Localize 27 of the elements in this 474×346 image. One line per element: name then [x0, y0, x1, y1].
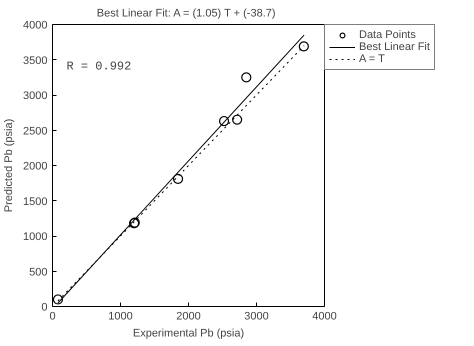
- y-tick-label: 1000: [23, 231, 48, 243]
- y-tick-label: 500: [29, 266, 48, 278]
- legend-label: Best Linear Fit: [359, 41, 430, 53]
- y-axis-title: Predicted Pb (psia): [3, 118, 16, 212]
- x-axis-title: Experimental Pb (psia): [132, 328, 244, 340]
- y-tick-label: 0: [41, 302, 48, 314]
- point: [218, 116, 230, 126]
- x-tick-label: 3000: [244, 310, 269, 322]
- legend-label: Data Points: [359, 29, 416, 41]
- legend-label: A = T: [359, 53, 385, 65]
- y-tick-label: 3000: [23, 90, 48, 102]
- y-tick-label: 3500: [23, 54, 48, 67]
- point: [298, 41, 309, 52]
- x-tick-label: 2000: [176, 310, 201, 322]
- y-tick-label: 2500: [23, 125, 48, 138]
- x-tick-label: 0: [49, 310, 56, 322]
- y-tick-label: 2000: [23, 160, 48, 172]
- annotation: R = 0.992: [66, 60, 132, 74]
- point: [232, 114, 242, 125]
- chart-title: Best Linear Fit: A = (1.05) T + (-38.7): [96, 8, 276, 20]
- y-tick-label: 4000: [23, 20, 48, 32]
- point: [52, 294, 64, 305]
- x-tick-label: 4000: [312, 310, 337, 322]
- y-tick-label: 1500: [23, 196, 48, 208]
- point: [241, 72, 252, 82]
- point: [172, 174, 184, 184]
- x-tick-label: 1000: [108, 310, 133, 322]
